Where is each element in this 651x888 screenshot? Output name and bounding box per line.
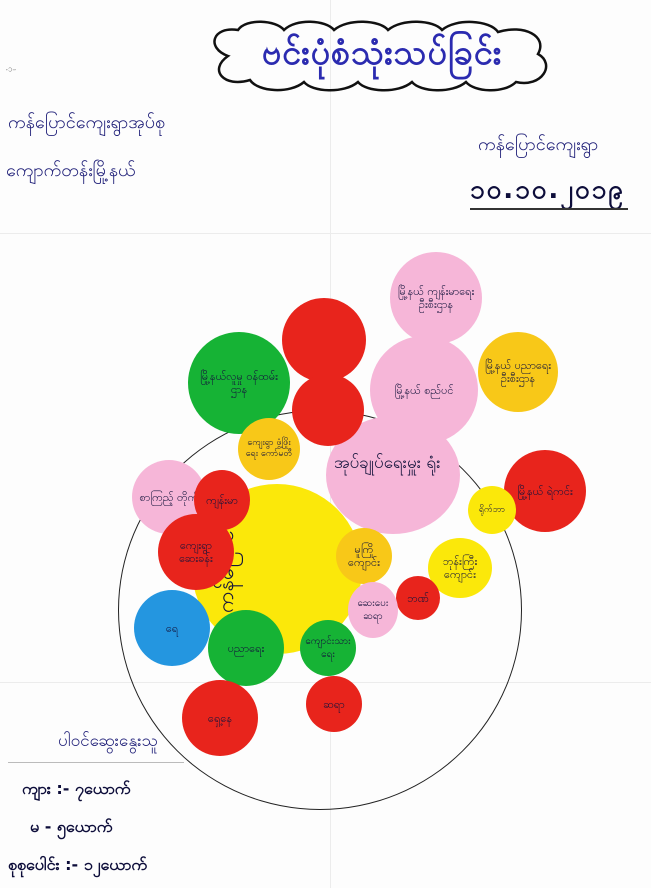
admin-office-label: အုပ်ချုပ်ရေးမှူး ရုံး [334,453,441,473]
student-affairs-bubble: ကျောင်းသား ရေး [300,620,356,676]
lawyer-bubble: ရှေ့နေ [182,680,258,756]
township-label: ကျောက်တန်းမြို့နယ် [6,160,136,181]
township-education-dept-bubble: မြို့နယ် ပညာရေး ဦးစီးဌာန [478,332,558,412]
teacher-bubble: ဆရာ [306,676,362,732]
township-health-dept-bubble: မြို့နယ် ကျန်းမာရေး ဦးစီးဌာန [390,252,482,344]
participants-label: ပါဝင်ဆွေးနွေးသူ [58,731,159,751]
legend-male-count: ကျား :- ၇ယောက် [22,779,131,798]
medic-pink-bubble: ဆေးပေး ဆရာ [348,582,398,638]
red-bubble-top [282,298,366,382]
township-municipal-bubble: မြို့နယ် စည်ပင် [370,336,478,444]
legend-rule [8,762,184,763]
monastery-school-bubble: ဘုန်းကြီး ကျောင်း [428,538,492,598]
village-label: ကန်ပြောင်ကျေးရွာ [478,134,599,155]
fold-line [0,233,651,234]
red-bubble-middle [292,374,364,446]
page-title: ဗင်းပုံစံသုံးသပ်ခြင်း [261,33,503,73]
date: ၁၀.၁၀.၂၀၁၉ [470,175,625,205]
side-note: ပုံ [5,67,14,72]
health-red-bubble: ကျန်းမာ [194,470,250,530]
title-cloud [213,20,548,92]
social-welfare-dept-bubble: မြို့နယ်လူမှု ဝန်ထမ်း ဌာန [188,332,290,434]
water-bubble: ရေ [134,590,210,666]
village-development-committee-bubble: ကျေးရွာ ဖွံ့ဖြိုးရေး ကော်မတီ [238,418,300,480]
legend-total-count: စုစုပေါင်း :- ၁၂ယောက် [8,855,148,874]
education-bubble: ပညာရေး [208,610,284,686]
right-yellow-bubble: ရိုက်ဘာ [468,486,516,534]
village-clinic-bubble: ကျေးရွာ ဆေးခန်း [158,514,234,590]
township-police-bubble: မြို့နယ် ရဲကင်း [504,450,586,532]
legend-female-count: မ - ၅ယောက် [30,817,113,836]
bank-bubble: ဘဏ် [396,576,440,620]
date-underline [470,208,628,210]
village-tract-label: ကန်ပြောင်ကျေးရွာအုပ်စု [8,112,166,133]
preschool-bubble: မူကြိုကျောင်း [336,528,392,584]
